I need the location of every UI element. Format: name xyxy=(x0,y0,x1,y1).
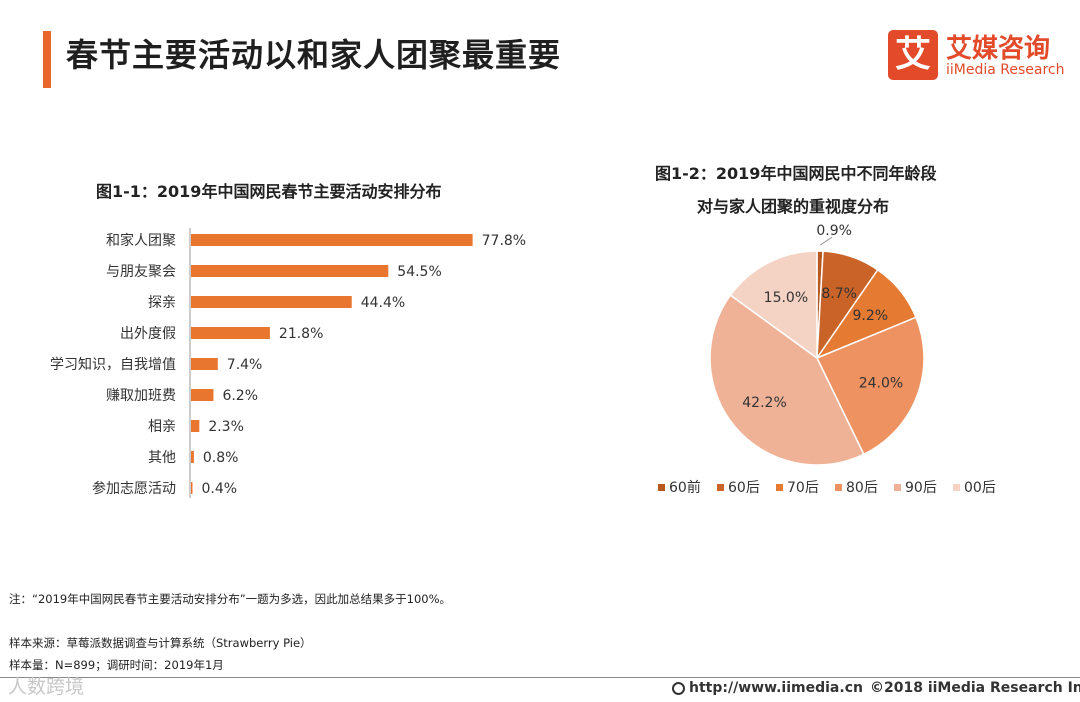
bar xyxy=(191,451,194,463)
footer-divider xyxy=(0,677,1080,678)
bar-value-label: 44.4% xyxy=(361,295,405,311)
footer-url-text[interactable]: http://www.iimedia.cn xyxy=(689,680,863,696)
bar-category-label: 与朋友聚会 xyxy=(106,264,176,280)
logo-name-cn: 艾媒咨询 xyxy=(946,34,1051,64)
bar-category-label: 参加志愿活动 xyxy=(92,480,176,497)
bar-chart-title: 图1-1：2019年中国网民春节主要活动安排分布 xyxy=(96,182,442,201)
legend-swatch xyxy=(953,484,960,491)
chart-note: 注：“2019年中国网民春节主要活动安排分布”一题为多选，因此加总结果多于100… xyxy=(9,592,452,606)
bar-category-label: 其他 xyxy=(148,450,176,466)
page-title: 春节主要活动以和家人团聚最重要 xyxy=(66,36,562,74)
legend-swatch xyxy=(717,484,724,491)
sample-source: 样本来源：草莓派数据调查与计算系统（Strawberry Pie） xyxy=(9,636,312,650)
pie-value-label: 8.7% xyxy=(821,286,857,302)
pie-value-label: 9.2% xyxy=(853,308,889,324)
bar-value-label: 54.5% xyxy=(397,264,441,280)
pie-slice xyxy=(729,250,818,360)
logo-mark-icon: 艾 xyxy=(888,30,938,80)
bar xyxy=(191,389,214,401)
legend-label: 90后 xyxy=(905,480,937,496)
bar xyxy=(191,358,218,370)
bar xyxy=(191,296,352,308)
legend-label: 80后 xyxy=(846,480,878,496)
footer-copyright: ©2018 iiMedia Research Inc xyxy=(870,680,1080,696)
bar-value-label: 6.2% xyxy=(222,388,258,404)
bar-value-label: 21.8% xyxy=(279,326,323,342)
legend-swatch xyxy=(776,484,783,491)
watermark: 人数跨境 xyxy=(8,676,85,698)
bar xyxy=(191,420,200,432)
globe-icon xyxy=(672,682,685,695)
bar-category-label: 探亲 xyxy=(148,295,176,311)
legend-swatch xyxy=(894,484,901,491)
pie-value-label: 0.9% xyxy=(816,223,852,239)
legend-label: 60后 xyxy=(728,480,760,496)
legend-swatch xyxy=(835,484,842,491)
legend-label: 00后 xyxy=(964,480,996,496)
logo-name-en: iiMedia Research xyxy=(946,62,1065,78)
brand-logo: 艾 艾媒咨询 iiMedia Research xyxy=(888,28,1068,84)
bar-value-label: 2.3% xyxy=(208,419,244,435)
bar-category-label: 学习知识，自我增值 xyxy=(50,356,176,373)
bar-category-label: 出外度假 xyxy=(120,326,176,342)
bar xyxy=(191,265,389,277)
legend-label: 70后 xyxy=(787,480,819,496)
bar xyxy=(191,482,193,494)
legend-label: 60前 xyxy=(669,479,701,496)
bar-category-label: 相亲 xyxy=(148,419,176,435)
bar-value-label: 0.4% xyxy=(202,481,238,497)
pie-value-label: 42.2% xyxy=(742,395,786,411)
pie-slice xyxy=(709,294,865,466)
bar-value-label: 0.8% xyxy=(203,450,239,466)
sample-size: 样本量：N=899；调研时间：2019年1月 xyxy=(9,658,224,672)
pie-chart-title-line2: 对与家人团聚的重视度分布 xyxy=(697,197,890,216)
pie-slice xyxy=(815,316,925,456)
pie-chart-title-line1: 图1-2：2019年中国网民中不同年龄段 xyxy=(655,164,937,183)
legend-swatch xyxy=(658,484,665,491)
pie-value-label: 24.0% xyxy=(859,375,903,391)
bar-category-label: 赚取加班费 xyxy=(106,388,176,404)
title-accent-bar xyxy=(43,31,51,88)
footer-url[interactable]: http://www.iimedia.cn xyxy=(672,680,863,696)
bar xyxy=(191,327,270,339)
bar-value-label: 7.4% xyxy=(227,357,263,373)
pie-leader-line xyxy=(819,236,833,246)
bar-value-label: 77.8% xyxy=(482,233,526,249)
pie-value-label: 15.0% xyxy=(764,290,808,306)
bar-category-label: 和家人团聚 xyxy=(106,232,176,249)
bar xyxy=(191,234,473,246)
